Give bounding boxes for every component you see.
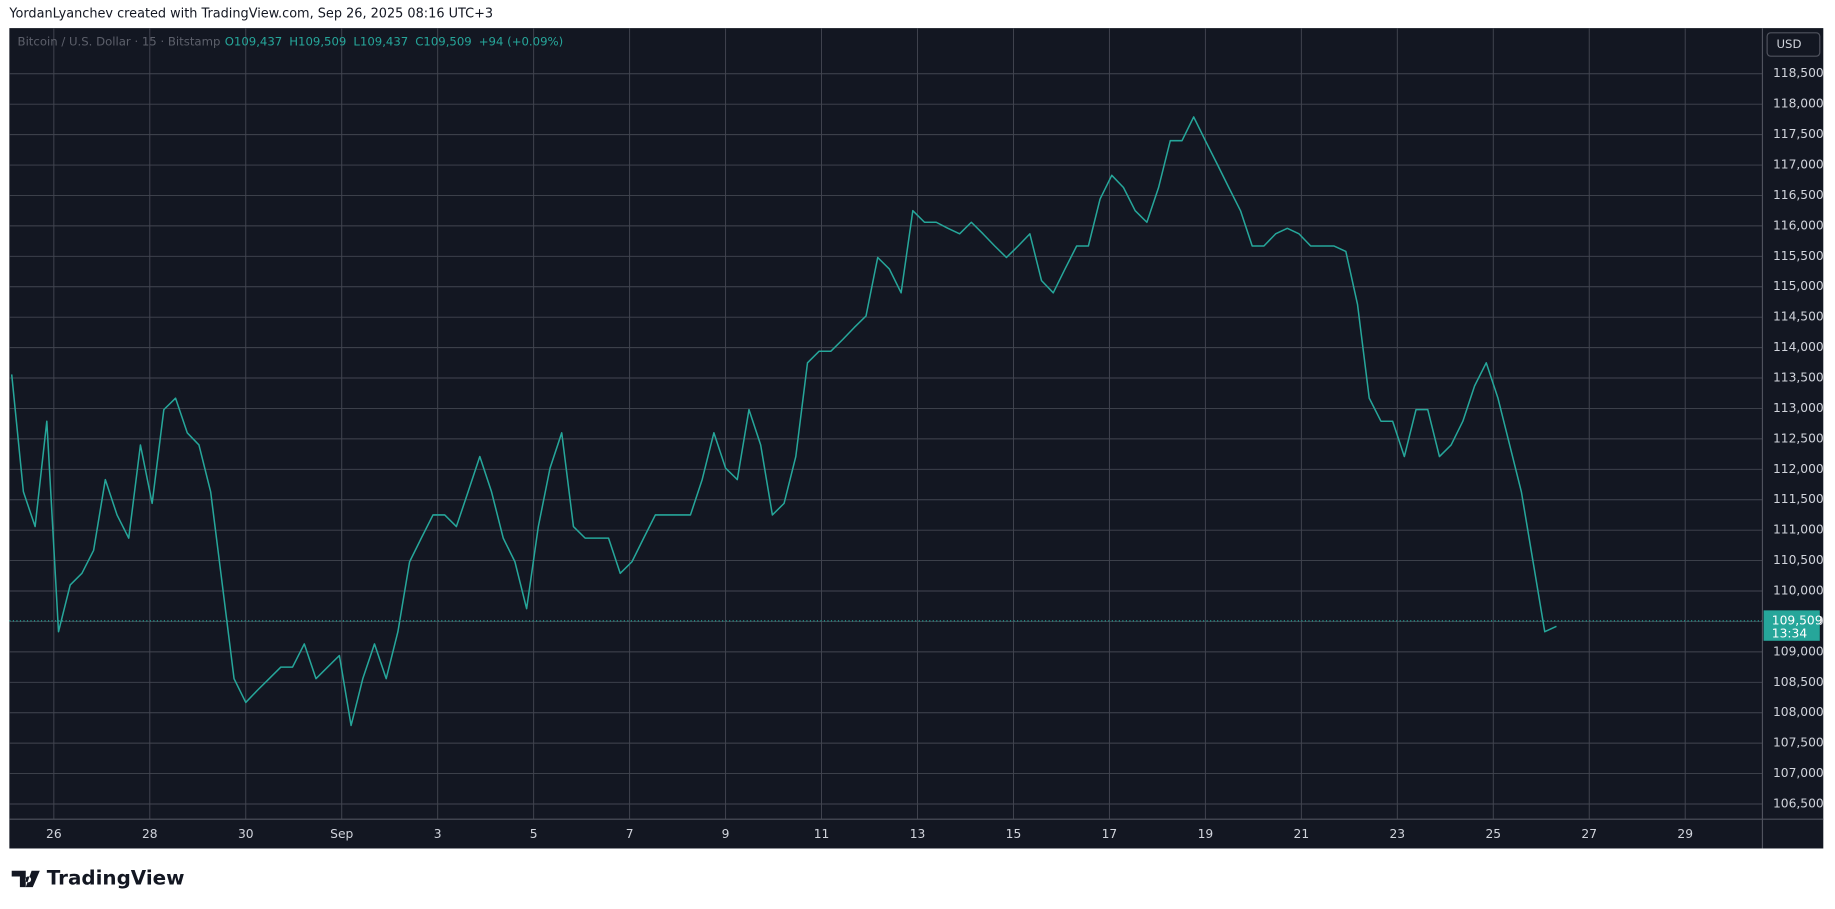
y-tick-label: 117,000 [1773,158,1824,172]
countdown: 13:34 [1772,626,1808,640]
page-header: YordanLyanchev created with TradingView.… [8,7,493,22]
y-tick-label: 118,500 [1773,66,1824,80]
y-tick-label: 107,500 [1773,736,1824,750]
y-tick-label: 108,500 [1773,675,1824,689]
y-tick-label: 116,500 [1773,188,1824,202]
y-tick-label: 107,000 [1773,766,1824,780]
y-tick-label: 112,000 [1773,462,1824,476]
grid [9,28,1763,820]
x-tick-label: 11 [814,827,830,841]
ohlc-value: +94 (+0.09%) [479,35,563,49]
y-tick-label: 116,000 [1773,218,1824,232]
y-tick-label: 110,500 [1773,553,1824,567]
ohlc-value: H109,509 [289,35,346,49]
brand: TradingView [47,866,185,889]
y-tick-label: 111,500 [1773,492,1824,506]
y-tick-label: 113,000 [1773,401,1824,415]
x-tick-label: 23 [1390,827,1406,841]
ohlc-value: O109,437 [225,35,283,49]
currency: USD [1776,37,1801,51]
y-tick-label: 108,000 [1773,705,1824,719]
x-tick-label: 21 [1294,827,1310,841]
y-tick-label: 111,000 [1773,523,1824,537]
x-tick-label: 17 [1102,827,1118,841]
x-tick-label: 3 [434,827,442,841]
last-price-box [1763,610,1820,641]
y-tick-label: 113,500 [1773,371,1824,385]
ohlc-value: L109,437 [353,35,408,49]
last-price-label: 109,509 [1772,613,1823,627]
symbol: Bitcoin / U.S. Dollar · 15 · Bitstamp [18,35,221,49]
price-line [10,116,1557,727]
y-tick-label: 115,000 [1773,279,1824,293]
logo-icon [11,870,40,888]
x-tick-label: 26 [46,827,62,841]
currency-button[interactable] [1766,32,1821,57]
y-tick-label: 109,000 [1773,644,1824,658]
x-tick-label: 7 [626,827,634,841]
x-tick-label: Sep [330,827,353,841]
plot-background [9,28,1824,849]
x-tick-label: 19 [1198,827,1214,841]
x-tick-label: 13 [910,827,926,841]
y-tick-label: 106,500 [1773,797,1824,811]
y-tick-label: 114,000 [1773,340,1824,354]
x-tick-label: 27 [1581,827,1597,841]
y-tick-label: 114,500 [1773,310,1824,324]
x-tick-label: 25 [1485,827,1501,841]
ohlc: O109,437 H109,509 L109,437 C109,509 +94 (+0.… [225,35,564,49]
y-tick-label: 112,500 [1773,431,1824,445]
x-tick-label: 15 [1006,827,1022,841]
y-tick-label: 117,500 [1773,127,1824,141]
x-tick-label: 30 [238,827,254,841]
y-tick-label: 118,000 [1773,97,1824,111]
x-tick-label: 5 [530,827,538,841]
ohlc-value: C109,509 [415,35,472,49]
y-tick-label: 115,500 [1773,249,1824,263]
x-tick-label: 9 [722,827,730,841]
brand-logo: TradingView [11,866,185,889]
y-tick-label: 110,000 [1773,584,1824,598]
x-tick-label: 28 [142,827,158,841]
marks [9,116,1763,727]
x-tick-label: 29 [1677,827,1693,841]
